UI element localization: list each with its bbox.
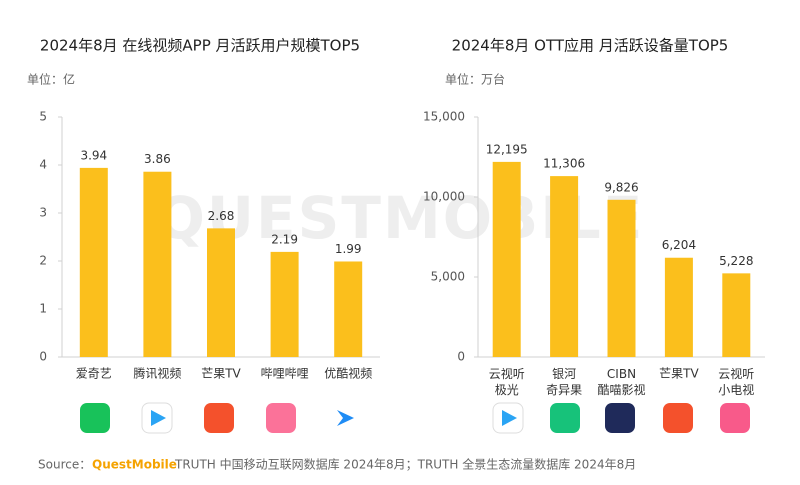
bar: [143, 171, 172, 357]
y-tick-label: 10,000: [423, 190, 465, 204]
x-tick-label: 哔哩哔哩: [261, 367, 309, 381]
bar: [492, 161, 521, 357]
value-label: 2.68: [208, 209, 235, 223]
y-tick-label: 3: [39, 206, 47, 220]
bar: [664, 257, 693, 357]
bar: [607, 199, 636, 357]
unit-label: 单位：亿: [27, 72, 75, 87]
value-label: 3.86: [144, 152, 171, 166]
source-text: TRUTH 中国移动互联网数据库 2024年8月；TRUTH 全景生态流量数据库…: [174, 457, 636, 472]
x-tick-label: 银河奇异果: [546, 367, 582, 397]
unit-label: 单位：万台: [445, 72, 505, 87]
source-brand: QuestMobile: [92, 458, 177, 472]
y-tick-label: 15,000: [423, 110, 465, 124]
chart-title: 2024年8月 在线视频APP 月活跃用户规模TOP5: [40, 37, 360, 55]
x-tick-label: 云视听极光: [489, 366, 525, 397]
bar: [79, 167, 108, 357]
y-tick-label: 1: [39, 302, 47, 316]
x-tick-label: 优酷视频: [324, 366, 372, 381]
source-prefix: Source：: [38, 458, 91, 472]
bar: [722, 273, 751, 357]
bar: [550, 176, 579, 357]
value-label: 6,204: [662, 238, 696, 252]
value-label: 11,306: [543, 157, 585, 171]
y-tick-label: 2: [39, 254, 47, 268]
x-tick-label: 云视听小电视: [718, 366, 754, 397]
y-tick-label: 0: [39, 350, 47, 364]
x-tick-label: CIBN 酷喵影视: [597, 367, 645, 397]
value-label: 9,826: [604, 180, 638, 194]
bar: [270, 251, 299, 357]
y-tick-label: 0: [457, 350, 465, 364]
bar: [334, 261, 363, 357]
y-tick-label: 5,000: [431, 270, 465, 284]
x-tick-label: 腾讯视频: [133, 366, 181, 381]
y-tick-label: 5: [39, 110, 47, 124]
value-label: 1.99: [335, 242, 362, 256]
chart-title: 2024年8月 OTT应用 月活跃设备量TOP5: [452, 37, 729, 55]
icons: [80, 402, 750, 434]
y-tick-label: 4: [39, 158, 47, 172]
value-label: 5,228: [719, 254, 753, 268]
x-tick-label: 芒果TV: [201, 366, 241, 381]
value-label: 12,195: [486, 142, 528, 156]
x-tick-label: 芒果TV: [659, 366, 699, 381]
value-label: 3.94: [80, 148, 107, 162]
bar: [207, 228, 235, 357]
value-label: 2.19: [271, 232, 298, 246]
x-tick-label: 爱奇艺: [76, 367, 112, 381]
